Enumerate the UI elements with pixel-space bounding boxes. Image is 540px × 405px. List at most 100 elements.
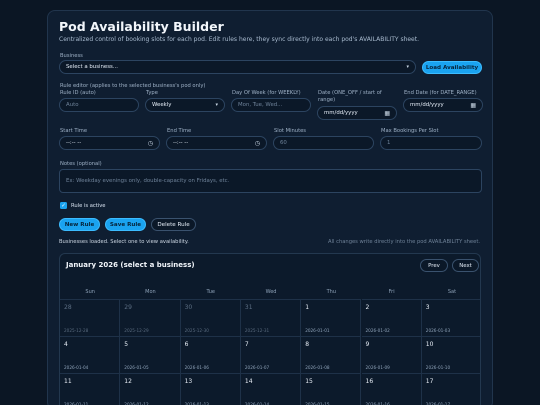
- day-date: 2026-01-16: [365, 402, 390, 405]
- day-of-week-placeholder: Mon, Tue, Wed...: [238, 102, 283, 108]
- calendar-day-cell[interactable]: 17 2026-01-17: [421, 373, 480, 405]
- start-time-placeholder: --:-- --: [66, 140, 82, 146]
- day-date: 2025-12-29: [124, 328, 149, 333]
- date-input[interactable]: mm/dd/yyyy ▦: [317, 106, 397, 120]
- delete-rule-button[interactable]: Delete Rule: [151, 218, 196, 231]
- day-number: 12: [124, 378, 132, 385]
- rule-id-label: Rule ID (auto): [60, 90, 96, 96]
- day-date: 2026-01-10: [425, 365, 451, 370]
- calendar-day-cell[interactable]: 31 2025-12-31: [240, 299, 302, 336]
- day-date: 2026-01-01: [305, 328, 330, 333]
- rule-editor-heading: Rule editor (applies to the selected bus…: [60, 83, 206, 89]
- calendar-day-cell[interactable]: 28 2025-12-28: [60, 299, 121, 336]
- calendar-day-cell[interactable]: 13 2026-01-13: [180, 373, 241, 405]
- day-number: 3: [425, 304, 430, 311]
- end-time-label: End Time: [167, 128, 192, 134]
- clock-icon[interactable]: ◷: [254, 139, 260, 147]
- availability-calendar: January 2026 (select a business) Prev Ne…: [59, 253, 481, 405]
- next-month-button[interactable]: Next: [452, 259, 479, 272]
- rule-active-checkbox[interactable]: ✓: [60, 202, 67, 209]
- new-rule-button[interactable]: New Rule: [59, 218, 100, 231]
- end-time-input[interactable]: --:-- -- ◷: [166, 136, 267, 150]
- calendar-day-cell[interactable]: 2 2026-01-02: [361, 299, 422, 336]
- prev-month-button[interactable]: Prev: [420, 259, 448, 272]
- business-select-value: Select a business...: [66, 64, 118, 70]
- end-date-input[interactable]: mm/dd/yyyy ▦: [403, 98, 483, 112]
- day-date: 2026-01-11: [64, 402, 89, 405]
- day-date: 2026-01-03: [425, 328, 451, 333]
- calendar-icon[interactable]: ▦: [470, 101, 476, 109]
- max-bookings-label: Max Bookings Per Slot: [381, 128, 439, 134]
- calendar-day-cell[interactable]: 29 2025-12-29: [120, 299, 181, 336]
- day-number: 29: [124, 304, 132, 311]
- notes-textarea[interactable]: Ex: Weekday evenings only, double-capaci…: [59, 169, 482, 193]
- day-date: 2026-01-09: [365, 365, 390, 370]
- end-time-placeholder: --:-- --: [173, 140, 189, 146]
- day-date: 2026-01-05: [124, 365, 149, 370]
- sync-note: All changes write directly into the pod …: [328, 239, 480, 245]
- start-time-input[interactable]: --:-- -- ◷: [59, 136, 160, 150]
- end-date-label: End Date (for DATE_RANGE): [404, 90, 477, 96]
- day-date: 2026-01-17: [425, 402, 451, 405]
- calendar-day-cell[interactable]: 7 2026-01-07: [240, 336, 302, 373]
- day-number: 6: [184, 341, 189, 348]
- calendar-day-cell[interactable]: 14 2026-01-14: [240, 373, 302, 405]
- weekday-label: Mon: [145, 289, 156, 295]
- day-number: 15: [305, 378, 313, 385]
- calendar-day-cell[interactable]: 8 2026-01-08: [301, 336, 362, 373]
- max-bookings-value: 1: [387, 140, 391, 146]
- business-label: Business: [60, 53, 83, 59]
- day-of-week-input[interactable]: Mon, Tue, Wed...: [231, 98, 311, 112]
- save-rule-button[interactable]: Save Rule: [105, 218, 146, 231]
- calendar-day-cell[interactable]: 11 2026-01-11: [60, 373, 121, 405]
- day-date: 2026-01-12: [124, 402, 149, 405]
- slot-minutes-input[interactable]: 60: [273, 136, 374, 150]
- day-date: 2025-12-28: [64, 328, 89, 333]
- calendar-day-cell[interactable]: 5 2026-01-05: [120, 336, 181, 373]
- calendar-day-cell[interactable]: 10 2026-01-10: [421, 336, 480, 373]
- type-select[interactable]: Weekly ▾: [145, 98, 225, 112]
- day-date: 2025-12-31: [244, 328, 270, 333]
- day-date: 2026-01-13: [184, 402, 209, 405]
- calendar-day-cell[interactable]: 6 2026-01-06: [180, 336, 241, 373]
- date-placeholder: mm/dd/yyyy: [324, 110, 358, 116]
- day-date: 2026-01-15: [305, 402, 330, 405]
- day-number: 31: [244, 304, 253, 311]
- calendar-day-cell[interactable]: 1 2026-01-01: [301, 299, 362, 336]
- day-number: 2: [365, 304, 370, 311]
- page-title: Pod Availability Builder: [59, 19, 224, 34]
- slot-minutes-label: Slot Minutes: [274, 128, 307, 134]
- calendar-day-cell[interactable]: 15 2026-01-15: [301, 373, 362, 405]
- day-of-week-label: Day Of Week (for WEEKLY): [232, 90, 301, 96]
- calendar-day-cell[interactable]: 16 2026-01-16: [361, 373, 422, 405]
- load-availability-button[interactable]: Load Availability: [422, 61, 482, 74]
- calendar-day-cell[interactable]: 12 2026-01-12: [120, 373, 181, 405]
- status-message: Businesses loaded. Select one to view av…: [59, 239, 189, 245]
- weekday-label: Wed: [265, 289, 277, 295]
- rule-id-input[interactable]: Auto: [59, 98, 139, 112]
- chevron-down-icon: ▾: [215, 102, 218, 108]
- start-time-label: Start Time: [60, 128, 88, 134]
- max-bookings-input[interactable]: 1: [380, 136, 482, 150]
- clock-icon[interactable]: ◷: [147, 139, 153, 147]
- business-select[interactable]: Select a business... ▾: [59, 60, 416, 74]
- calendar-day-cell[interactable]: 3 2026-01-03: [421, 299, 480, 336]
- calendar-day-cell[interactable]: 4 2026-01-04: [60, 336, 121, 373]
- day-number: 1: [305, 304, 310, 311]
- day-number: 14: [244, 378, 253, 385]
- day-number: 10: [425, 341, 434, 348]
- day-number: 17: [425, 378, 434, 385]
- day-number: 9: [365, 341, 370, 348]
- calendar-icon[interactable]: ▦: [384, 109, 390, 117]
- weekday-label: Fri: [388, 289, 395, 295]
- day-number: 7: [244, 341, 249, 348]
- calendar-day-cell[interactable]: 30 2025-12-30: [180, 299, 241, 336]
- day-number: 4: [64, 341, 68, 348]
- end-date-placeholder: mm/dd/yyyy: [410, 102, 444, 108]
- calendar-day-cell[interactable]: 9 2026-01-09: [361, 336, 422, 373]
- day-date: 2026-01-08: [305, 365, 330, 370]
- page-subtitle: Centralized control of booking slots for…: [59, 36, 420, 43]
- weekday-label: Sat: [447, 289, 457, 295]
- rule-active-label: Rule is active: [71, 203, 106, 209]
- day-number: 30: [184, 304, 193, 311]
